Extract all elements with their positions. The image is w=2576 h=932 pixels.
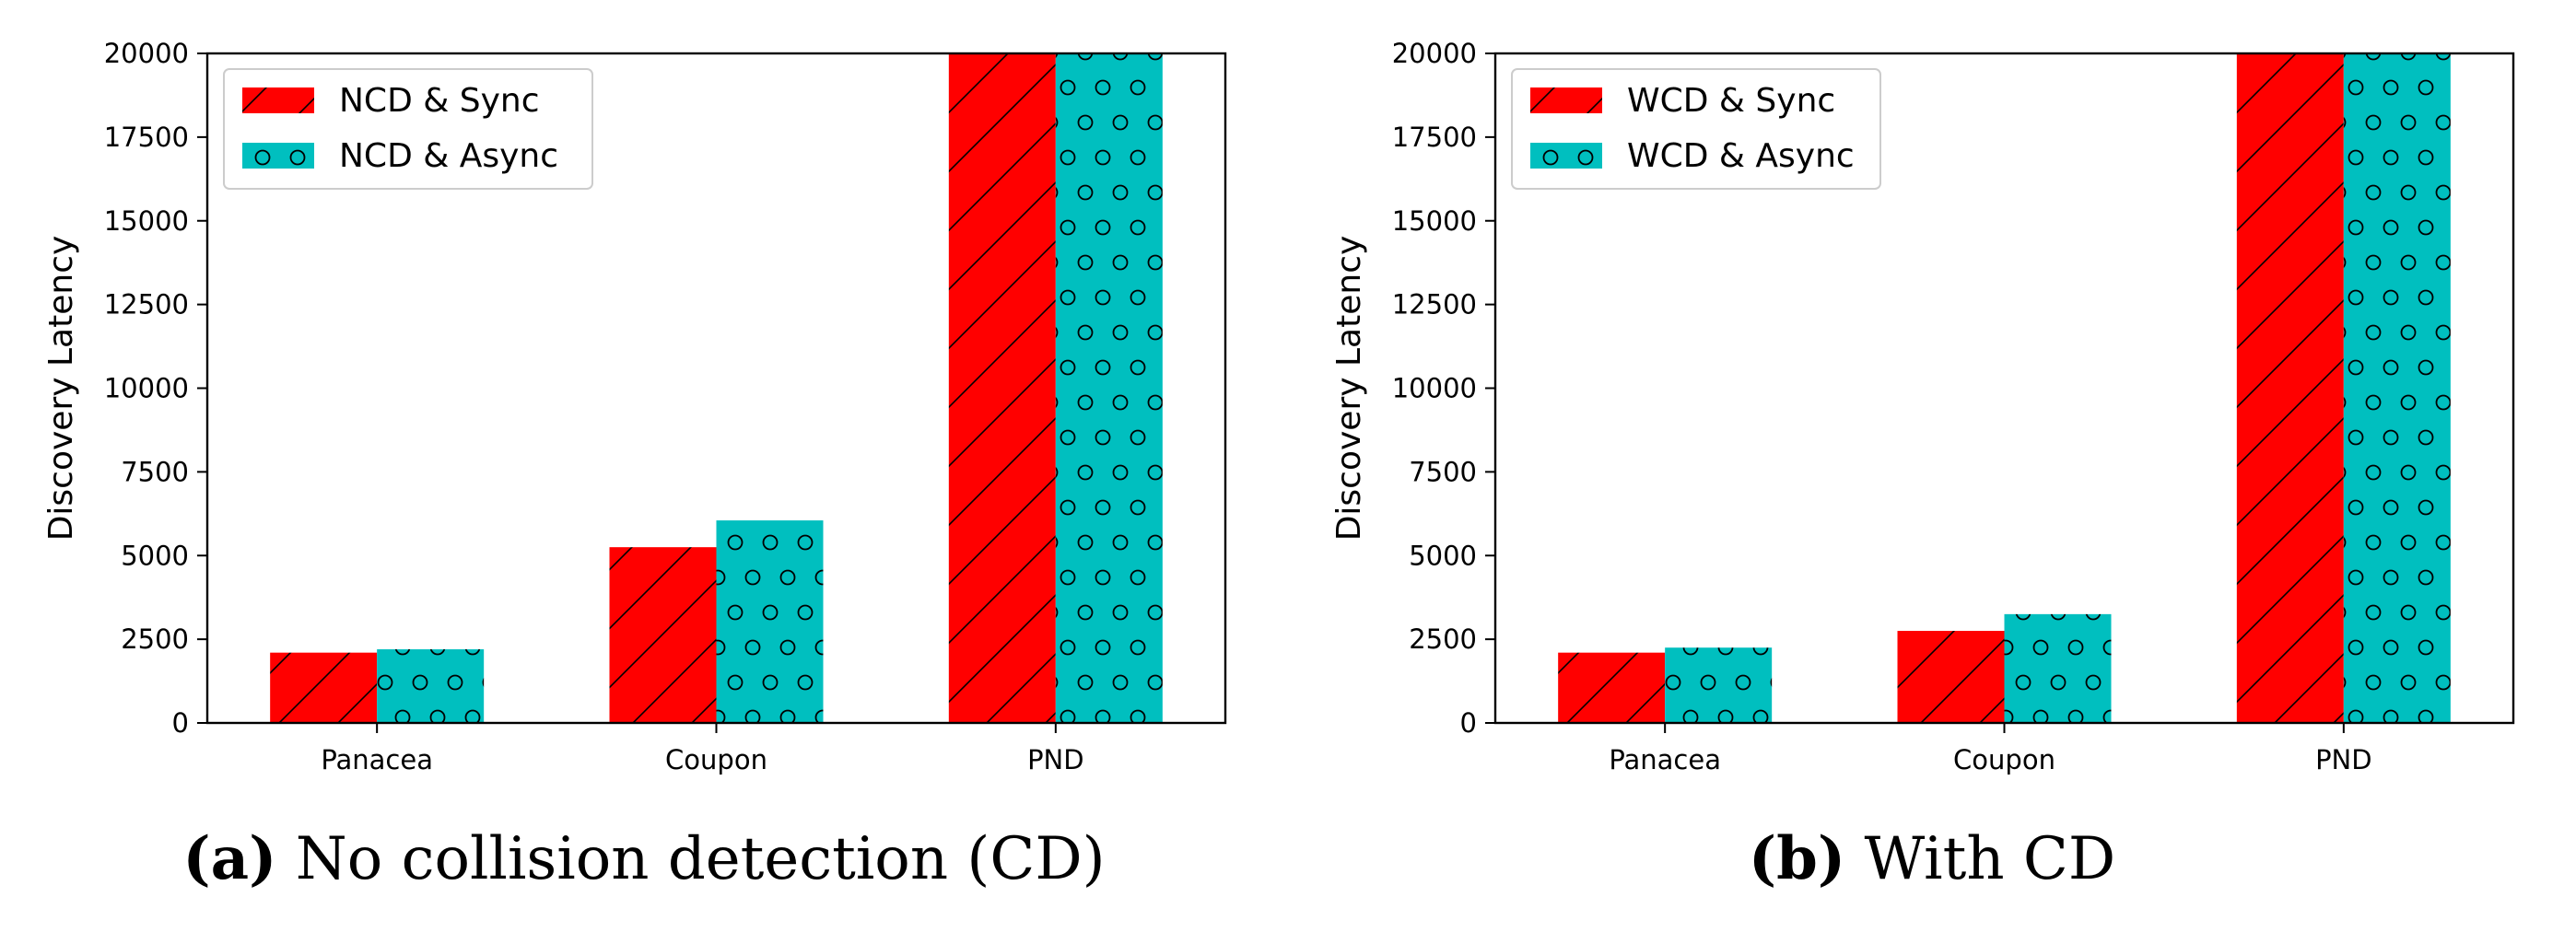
bar-dots-pnd — [2343, 53, 2451, 723]
legend-swatch-dots — [242, 143, 314, 169]
x-tick-label-coupon: Coupon — [1953, 744, 2055, 775]
bar-hatch-panacea — [1558, 652, 1666, 723]
x-tick-label-pnd: PND — [1027, 744, 1084, 775]
legend: WCD & Sync WCD & Async — [1511, 68, 1881, 190]
legend-label-hatch: WCD & Sync — [1627, 82, 1835, 120]
y-tick-label: 0 — [1460, 707, 1477, 739]
y-tick-label: 7500 — [121, 456, 189, 487]
x-tick-label-panacea: Panacea — [321, 744, 433, 775]
caption-b: (b) With CD — [1288, 824, 2576, 893]
caption-b-letter: (b) — [1748, 824, 1846, 893]
bar-hatch-coupon — [609, 547, 717, 723]
chart-panel-a: 0 2500 5000 7500 10000 12500 15000 17500 20000 Pa… — [0, 38, 1288, 893]
x-tick-label-pnd: PND — [2315, 744, 2372, 775]
bar-hatch-pnd — [948, 53, 1056, 723]
y-tick-label: 12500 — [104, 289, 189, 320]
legend-swatch-hatch — [242, 87, 314, 113]
y-tick-label: 17500 — [104, 122, 189, 153]
y-tick-label: 10000 — [104, 373, 189, 404]
caption-a-letter: (a) — [182, 824, 277, 893]
x-tick-label-coupon: Coupon — [665, 744, 767, 775]
y-tick-label: 20000 — [1392, 38, 1477, 69]
y-tick-label: 17500 — [1392, 122, 1477, 153]
x-tick-label-panacea: Panacea — [1609, 744, 1721, 775]
legend-label-hatch: NCD & Sync — [339, 82, 540, 120]
legend-swatch-dots — [1530, 143, 1602, 169]
legend-label-dots: WCD & Async — [1627, 137, 1855, 175]
bar-hatch-pnd — [2236, 53, 2344, 723]
y-tick-label: 5000 — [1409, 540, 1477, 571]
chart-b: 0 2500 5000 7500 10000 12500 15000 17500 20000 Pa… — [1330, 38, 2515, 775]
y-tick-label: 10000 — [1392, 373, 1477, 404]
bar-dots-coupon — [2004, 613, 2112, 723]
caption-a-text: No collision detection (CD) — [295, 825, 1106, 893]
y-tick-label: 7500 — [1409, 456, 1477, 487]
bar-dots-pnd — [1055, 53, 1163, 723]
bar-dots-coupon — [716, 520, 824, 723]
y-axis-label: Discovery Latency — [1330, 236, 1368, 542]
bar-hatch-coupon — [1897, 631, 2005, 723]
legend-swatch-hatch — [1530, 87, 1602, 113]
y-tick-label: 15000 — [1392, 205, 1477, 237]
y-tick-label: 15000 — [104, 205, 189, 237]
caption-b-text: With CD — [1864, 825, 2116, 893]
y-tick-label: 20000 — [104, 38, 189, 69]
y-tick-label: 2500 — [1409, 623, 1477, 655]
chart-a: 0 2500 5000 7500 10000 12500 15000 17500 20000 Pa… — [42, 38, 1227, 775]
caption-a: (a) No collision detection (CD) — [0, 824, 1288, 893]
y-tick-label: 12500 — [1392, 289, 1477, 320]
y-tick-label: 2500 — [121, 623, 189, 655]
bar-dots-panacea — [1665, 647, 1773, 723]
y-tick-label: 5000 — [121, 540, 189, 571]
chart-panel-b: 0 2500 5000 7500 10000 12500 15000 17500 20000 Pa… — [1288, 0, 2576, 932]
y-tick-label: 0 — [172, 707, 189, 739]
legend: NCD & Sync NCD & Async — [223, 68, 593, 190]
bar-hatch-panacea — [270, 652, 378, 723]
legend-label-dots: NCD & Async — [339, 137, 558, 175]
plot-frame — [1493, 52, 2515, 725]
plot-frame — [205, 52, 1227, 725]
y-axis-label: Discovery Latency — [42, 236, 80, 542]
bar-dots-panacea — [377, 649, 485, 723]
